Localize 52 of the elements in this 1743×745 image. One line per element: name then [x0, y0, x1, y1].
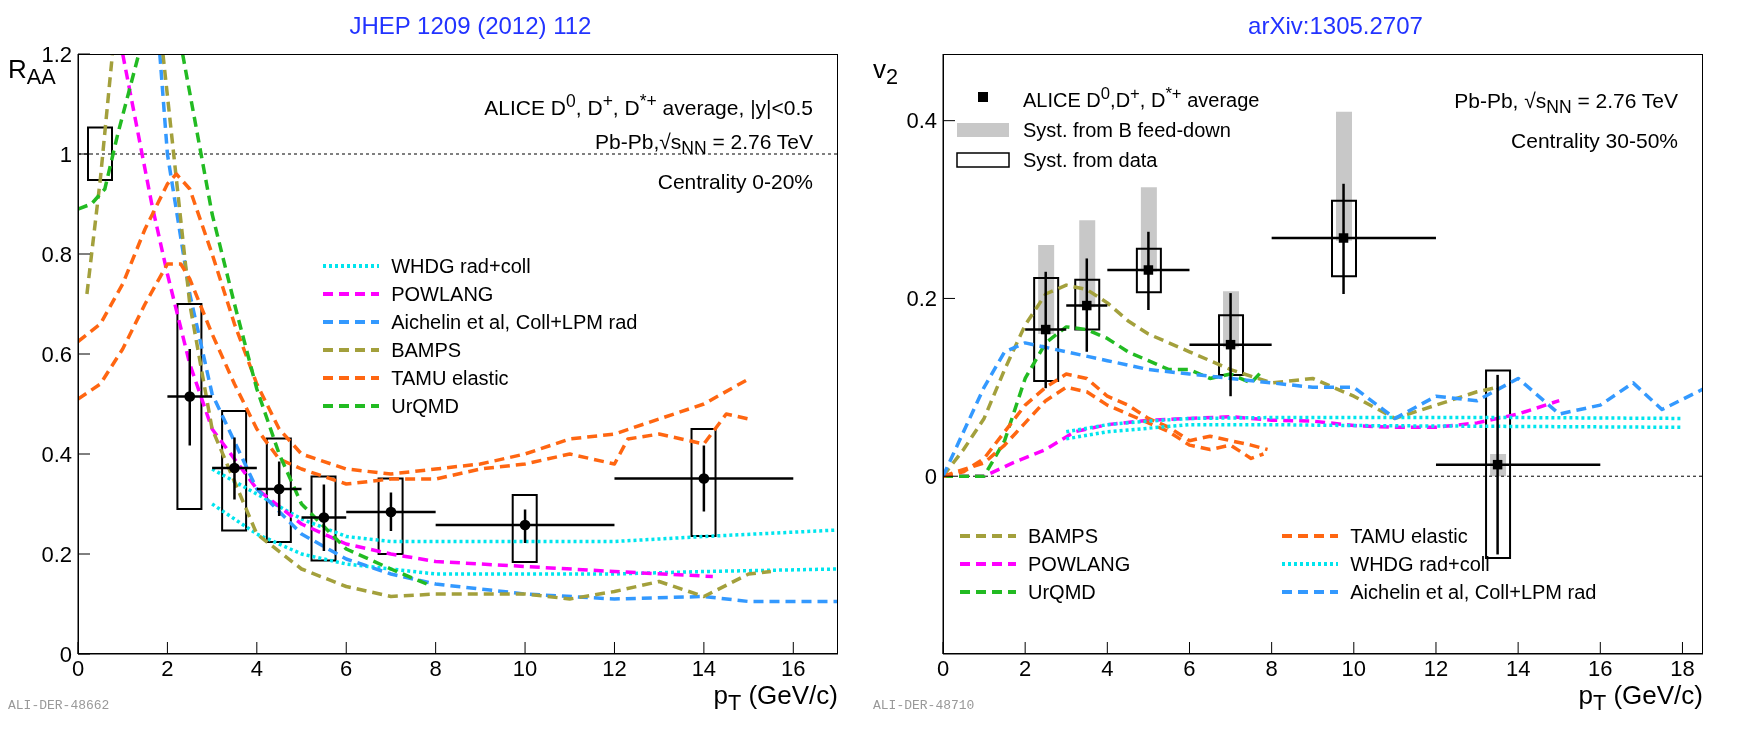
- y-tick-label: 0: [924, 464, 937, 490]
- y-tick-label: 0.2: [41, 541, 72, 567]
- text: ALI-DER-48662: [8, 698, 110, 713]
- legend-label: Syst. from data: [1023, 147, 1158, 173]
- x-tick-label: 12: [1423, 655, 1449, 681]
- legend-label: UrQMD: [1028, 580, 1096, 605]
- x-tick-label: 8: [429, 655, 442, 681]
- y-tick-label: 1: [59, 141, 72, 167]
- y-tick-label: 0.4: [906, 108, 937, 134]
- legend-label: Syst. from B feed-down: [1023, 117, 1231, 143]
- legend-label: Aichelin et al, Coll+LPM rad: [1350, 580, 1597, 605]
- x-tick-label: 6: [340, 655, 353, 681]
- x-tick-label: 4: [1101, 655, 1114, 681]
- x-tick-label: 2: [161, 655, 174, 681]
- y-axis-title: v$_{2}$: [873, 54, 899, 90]
- legend-label: Aichelin et al, Coll+LPM rad: [391, 310, 638, 335]
- legend-label: UrQMD: [391, 394, 459, 419]
- chart-title: arXiv:1305.2707: [1248, 12, 1423, 39]
- x-axis-title: p$_{T}$ (GeV/c): [1578, 680, 1703, 716]
- text: ALI-DER-48710: [873, 698, 975, 713]
- annotation: Pb-Pb, √s$_{NN}$ = 2.76 TeV: [1454, 89, 1678, 118]
- x-axis-title: p$_{T}$ (GeV/c): [713, 680, 838, 716]
- legend-label: BAMPS: [1028, 524, 1099, 549]
- x-tick-label: 2: [1019, 655, 1032, 681]
- y-tick-label: 0.8: [41, 241, 72, 267]
- legend-label: POWLANG: [1028, 552, 1131, 577]
- legend-label: BAMPS: [391, 338, 462, 363]
- y-tick-label: 0.2: [906, 286, 937, 312]
- x-tick-label: 8: [1265, 655, 1278, 681]
- chart-title: JHEP 1209 (2012) 112: [349, 12, 592, 39]
- legend-label: ALICE D$^{0}$,D$^{+}$, D$^{*+}$ average: [1023, 83, 1260, 113]
- annotation: ALICE D$^{0}$, D$^{+}$, D$^{*+}$ average, |y|<0.5: [484, 91, 813, 119]
- x-tick-label: 16: [781, 655, 806, 681]
- x-tick-label: 4: [250, 655, 263, 681]
- annotation: Pb-Pb,√s$_{NN}$ = 2.76 TeV: [595, 130, 813, 159]
- x-tick-label: 18: [1670, 655, 1695, 681]
- x-tick-label: 12: [602, 655, 627, 681]
- x-tick-label: 14: [691, 655, 717, 681]
- x-tick-label: 10: [512, 655, 538, 681]
- x-tick-label: 14: [1505, 655, 1531, 681]
- x-tick-label: 16: [1588, 655, 1613, 681]
- x-tick-label: 6: [1183, 655, 1196, 681]
- legend-label: TAMU elastic: [1350, 524, 1468, 549]
- legend-label: WHDG rad+coll: [1350, 552, 1490, 577]
- legend-label: POWLANG: [391, 282, 494, 307]
- x-tick-label: 10: [1341, 655, 1367, 681]
- legend-label: TAMU elastic: [391, 366, 509, 391]
- annotation: Centrality 0-20%: [657, 170, 813, 194]
- y-tick-label: 0.4: [41, 441, 72, 467]
- y-tick-label: 0.6: [41, 341, 72, 367]
- annotation: Centrality 30-50%: [1511, 129, 1678, 153]
- legend-label: WHDG rad+coll: [391, 254, 531, 279]
